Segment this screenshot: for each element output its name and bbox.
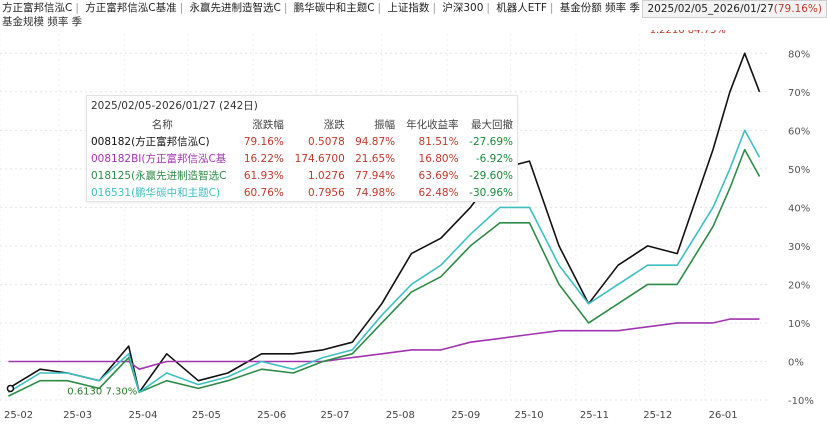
min-annotation: 0.6130 7.30%	[67, 386, 137, 397]
col-annual: 年化收益率	[406, 119, 459, 131]
col-drawdown: 最大回撤	[471, 119, 513, 131]
y-tick-label: 60%	[788, 126, 810, 137]
diff-cell: 0.5078	[308, 135, 345, 148]
stats-header-row: 名称 涨跌幅 涨跌 振幅 年化收益率 最大回撤	[87, 116, 517, 133]
date-range-text: 2025/02/05_2026/01/27	[647, 3, 774, 15]
amplitude-cell: 94.87%	[355, 135, 396, 148]
col-change: 涨跌幅	[252, 119, 284, 131]
y-tick-label: 20%	[788, 280, 810, 291]
drawdown-cell: -6.92%	[475, 152, 513, 165]
legend-item-yongying[interactable]: 永赢先进制造智选C	[189, 2, 281, 14]
y-tick-label: 10%	[788, 319, 810, 330]
drawdown-cell: -30.96%	[469, 186, 513, 199]
x-tick-label: 25-04	[128, 410, 157, 421]
amplitude-cell: 74.98%	[355, 186, 396, 199]
legend-item-fzfb[interactable]: 方正富邦信泓C	[2, 2, 73, 14]
series-line	[8, 318, 760, 371]
y-tick-label: 50%	[788, 165, 810, 176]
fund-name-cell: 018125(永赢先进制造智选C	[91, 170, 227, 182]
stats-row[interactable]: 008182(方正富邦信泓C) 79.16% 0.5078 94.87% 81.51% -…	[87, 133, 517, 150]
y-tick-label: 30%	[788, 242, 810, 253]
series-line	[7, 129, 761, 394]
amplitude-cell: 21.65%	[355, 152, 396, 165]
col-amplitude: 振幅	[374, 119, 396, 131]
series-legend: 方正富邦信泓C | 方正富邦信泓C基准 | 永赢先进制造智选C | 鹏华碳中和主题C |…	[2, 2, 640, 14]
col-name: 名称	[151, 119, 173, 131]
y-tick-label: 40%	[788, 203, 810, 214]
range-return: (79.16%)	[773, 3, 822, 15]
y-tick-label: 70%	[788, 88, 810, 99]
date-range-selector[interactable]: 2025/02/05_2026/01/27(79.16%)	[642, 0, 827, 18]
legend-item-robot-etf[interactable]: 机器人ETF	[496, 2, 547, 14]
y-tick-label: 80%	[788, 49, 810, 60]
x-tick-label: 25-06	[257, 410, 286, 421]
amplitude-cell: 77.94%	[355, 169, 396, 182]
x-tick-label: 25-02	[4, 410, 33, 421]
stats-row[interactable]: 016531(鹏华碳中和主题C) 60.76% 0.7956 74.98% 62.48%…	[87, 184, 517, 201]
change-cell: 60.76%	[243, 186, 284, 199]
legend-item-hs300[interactable]: 沪深300	[442, 2, 484, 14]
x-tick-label: 25-05	[192, 410, 221, 421]
performance-chart[interactable]: -10% 0% 10% 20% 30% 40% 50% 60% 70% 80% 25-02 25-03…	[0, 30, 827, 430]
legend-item-sh-index[interactable]: 上证指数	[387, 2, 430, 14]
diff-cell: 1.0276	[308, 169, 345, 182]
change-cell: 16.22%	[243, 152, 284, 165]
x-tick-label: 25-12	[643, 410, 672, 421]
legend-item-fund-size[interactable]: 基金规模 频率 季	[2, 16, 83, 28]
legend-item-fund-shares[interactable]: 基金份额 频率 季	[559, 2, 640, 14]
stats-period: 2025/02/05-2026/01/27 (242日)	[91, 100, 258, 112]
x-tick-label: 25-10	[515, 410, 544, 421]
x-tick-label: 25-11	[580, 410, 609, 421]
diff-cell: 174.6700	[294, 152, 345, 165]
y-tick-label: -10%	[788, 396, 814, 407]
drawdown-cell: -29.60%	[469, 169, 513, 182]
annual-cell: 81.51%	[418, 135, 459, 148]
fund-name-cell: 008182(方正富邦信泓C)	[91, 136, 210, 148]
legend-item-fzfb-benchmark[interactable]: 方正富邦信泓C基准	[85, 2, 177, 14]
x-tick-label: 25-03	[63, 410, 92, 421]
start-point	[6, 384, 15, 393]
series-line	[7, 52, 761, 394]
chart-toolbar: 方正富邦信泓C | 方正富邦信泓C基准 | 永赢先进制造智选C | 鹏华碳中和主题C |…	[0, 0, 827, 30]
max-annotation: 1.2216 84.73%	[650, 30, 726, 36]
annual-cell: 62.48%	[418, 186, 459, 199]
stats-panel: 2025/02/05-2026/01/27 (242日) 名称 涨跌幅 涨跌 振…	[86, 95, 518, 202]
diff-cell: 0.7956	[308, 186, 345, 199]
legend-item-penghua[interactable]: 鹏华碳中和主题C	[293, 2, 375, 14]
y-tick-label: 0%	[788, 357, 804, 368]
x-tick-label: 25-09	[451, 410, 480, 421]
stats-table: 名称 涨跌幅 涨跌 振幅 年化收益率 最大回撤 008182(方正富邦信泓C) 7…	[87, 116, 517, 201]
x-tick-label: 25-07	[320, 410, 349, 421]
annual-cell: 63.69%	[418, 169, 459, 182]
x-tick-label: 26-01	[709, 410, 738, 421]
annual-cell: 16.80%	[418, 152, 459, 165]
change-cell: 61.93%	[243, 169, 284, 182]
change-cell: 79.16%	[243, 135, 284, 148]
fund-name-cell: 008182BI(方正富邦信泓C基	[91, 153, 227, 165]
fund-name-cell: 016531(鹏华碳中和主题C)	[91, 187, 221, 199]
stats-row[interactable]: 008182BI(方正富邦信泓C基 16.22% 174.6700 21.65% 16.…	[87, 150, 517, 167]
x-tick-label: 25-08	[386, 410, 415, 421]
drawdown-cell: -27.69%	[469, 135, 513, 148]
stats-row[interactable]: 018125(永赢先进制造智选C 61.93% 1.0276 77.94% 63.69%…	[87, 167, 517, 184]
col-diff: 涨跌	[323, 119, 345, 131]
